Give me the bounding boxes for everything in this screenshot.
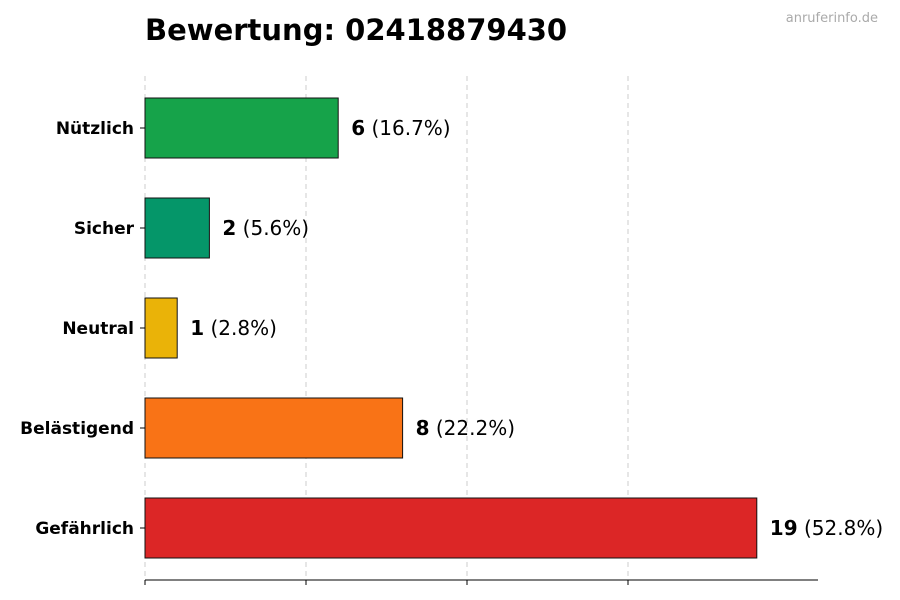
bar-2 [144,297,178,359]
value-label: 2 (5.6%) [222,216,309,240]
bar-0 [144,97,339,159]
x-axis [144,579,818,585]
value-label: 6 (16.7%) [351,116,450,140]
category-label: Belästigend [20,419,134,439]
chart-title: Bewertung: 02418879430 [145,13,567,47]
value-labels: 6 (16.7%) 2 (5.6%) 1 (2.8%) 8 (22.2%) 19 (52… [190,116,883,540]
bars [144,97,758,559]
category-label: Sicher [74,219,135,239]
bar-4 [144,497,758,559]
category-label: Nützlich [56,119,134,139]
watermark: anruferinfo.de [786,11,878,26]
value-label: 1 (2.8%) [190,316,277,340]
bar-3 [144,397,404,459]
value-label: 8 (22.2%) [416,416,515,440]
value-label: 19 (52.8%) [770,516,883,540]
bar-1 [144,197,210,259]
category-label: Neutral [62,319,134,339]
category-label: Gefährlich [35,519,134,539]
category-labels: Nützlich Sicher Neutral Belästigend Gefährli… [20,119,145,539]
